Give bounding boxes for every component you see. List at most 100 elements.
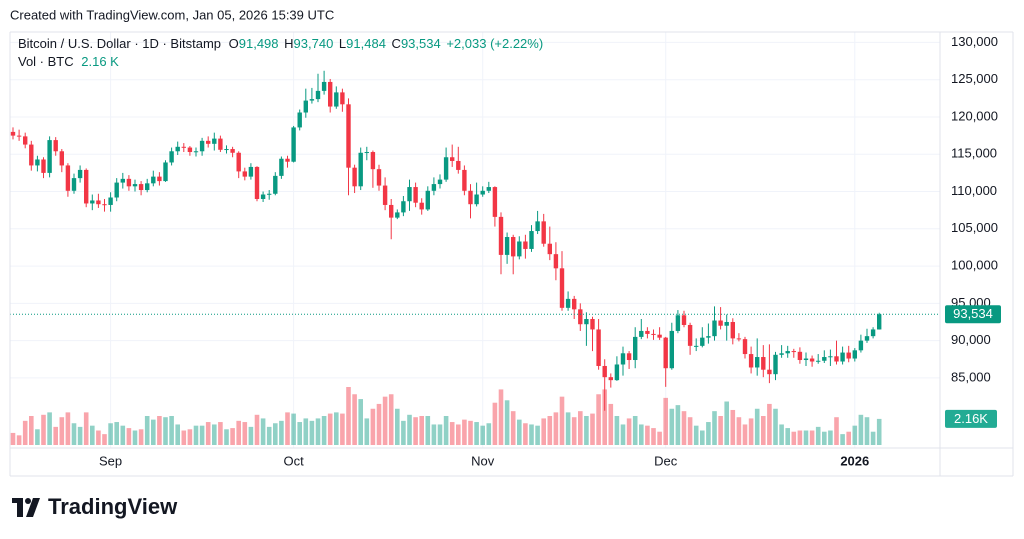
- volume-bar: [712, 411, 717, 445]
- candle-body: [535, 221, 540, 232]
- volume-bar: [59, 417, 65, 445]
- candle-body: [498, 216, 504, 255]
- volume-bar: [248, 426, 254, 445]
- candle-body: [65, 165, 71, 191]
- candle-body: [755, 357, 760, 368]
- volume-bar: [510, 411, 516, 445]
- candle-body: [157, 176, 162, 182]
- candle-body: [285, 158, 290, 162]
- volume-bar: [498, 389, 504, 445]
- candle-body: [71, 178, 77, 191]
- volume-legend: Vol · BTC 2.16 K: [18, 54, 119, 69]
- volume-bar: [553, 412, 559, 445]
- candle-body: [321, 81, 327, 91]
- y-tick-label: 110,000: [951, 183, 997, 198]
- candle-body: [389, 204, 394, 218]
- candle-body: [340, 92, 345, 105]
- candle-body: [718, 320, 723, 326]
- volume-bar: [279, 420, 284, 445]
- volume-bar: [285, 412, 290, 445]
- volume-bar: [797, 430, 803, 445]
- volume-bar: [492, 402, 498, 445]
- volume-bar: [578, 411, 583, 445]
- candle-body: [193, 151, 199, 153]
- volume-bar: [230, 428, 235, 445]
- volume-bar: [370, 408, 376, 445]
- volume-bar: [754, 408, 760, 445]
- candle-body: [120, 178, 125, 183]
- last-price-label: 93,534: [953, 306, 993, 321]
- volume-bar: [620, 424, 626, 445]
- candle-body: [29, 144, 34, 166]
- candle-body: [803, 358, 809, 361]
- candle-body: [669, 330, 674, 369]
- candle-body: [730, 321, 735, 339]
- logo: TradingView: [12, 494, 178, 519]
- volume-bar: [523, 423, 528, 445]
- volume-bar: [144, 416, 150, 445]
- candle-body: [608, 377, 613, 381]
- candle-body: [425, 190, 430, 210]
- y-tick-label: 85,000: [951, 369, 991, 384]
- candle-body: [242, 171, 247, 177]
- candle-body: [437, 179, 443, 185]
- y-tick-label: 100,000: [951, 258, 998, 273]
- volume-bar: [626, 418, 632, 445]
- volume-bar: [132, 430, 138, 445]
- volume-bar: [462, 419, 467, 445]
- volume-value: 2.16 K: [81, 54, 119, 69]
- volume-bar: [663, 397, 668, 445]
- candle-body: [41, 159, 46, 173]
- candle-body: [474, 194, 479, 205]
- candle-body: [645, 330, 650, 334]
- candle-body: [809, 358, 815, 362]
- candle-body: [16, 135, 22, 137]
- y-tick-label: 120,000: [951, 108, 998, 123]
- candle-body: [358, 152, 363, 187]
- candle-body: [108, 197, 113, 205]
- volume-bar: [431, 424, 437, 445]
- volume-bar: [724, 401, 729, 445]
- volume-bar: [791, 431, 797, 445]
- candle-body: [785, 351, 790, 354]
- candle-body: [584, 319, 589, 325]
- volume-bar: [224, 429, 229, 445]
- volume-bar: [151, 419, 156, 445]
- logo-icon: [25, 498, 31, 504]
- candle-body: [675, 315, 681, 331]
- candle-body: [816, 360, 821, 362]
- candle-body: [163, 162, 168, 182]
- candle-body: [486, 187, 491, 191]
- volume-bar: [846, 431, 851, 445]
- candle-body: [742, 339, 748, 355]
- symbol: Bitcoin / U.S. Dollar · 1D · Bitstamp: [18, 36, 221, 51]
- volume-bar: [718, 416, 723, 445]
- ohlc-label: C: [392, 36, 401, 51]
- volume-bar: [767, 403, 772, 445]
- volume-bar: [169, 416, 174, 445]
- candle-body: [230, 149, 235, 153]
- volume-bar: [382, 396, 388, 445]
- volume-bar: [639, 424, 644, 445]
- volume-bar: [803, 430, 809, 445]
- volume-bar: [419, 416, 424, 445]
- volume-bar: [761, 416, 766, 445]
- volume-bar: [297, 422, 302, 445]
- candle-body: [523, 241, 528, 249]
- candle-body: [376, 169, 382, 186]
- volume-bar: [29, 416, 34, 445]
- candle-body: [724, 321, 729, 326]
- volume-bar: [669, 408, 675, 445]
- volume-bar: [596, 394, 601, 445]
- candle-body: [779, 353, 784, 355]
- volume-bar: [449, 422, 455, 445]
- candle-layer: [10, 70, 882, 411]
- candle-body: [761, 357, 766, 370]
- candle-body: [10, 131, 16, 136]
- volume-bar: [706, 422, 711, 445]
- candle-body: [462, 169, 467, 191]
- x-tick-label: Nov: [471, 453, 495, 468]
- volume-bar: [541, 418, 546, 445]
- volume-bar: [108, 423, 113, 445]
- volume-bar: [35, 429, 40, 445]
